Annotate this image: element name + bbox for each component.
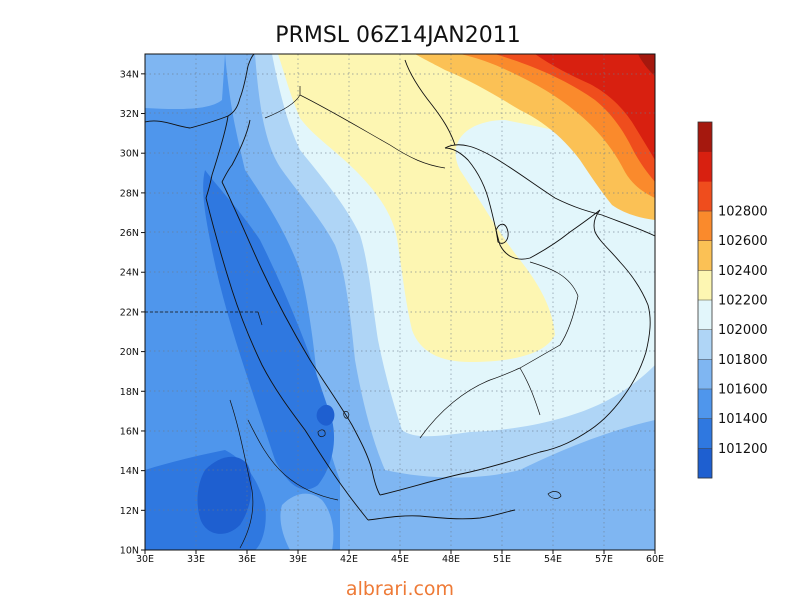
x-tick-label: 45E bbox=[391, 554, 409, 565]
y-tick-label: 30N bbox=[120, 149, 139, 160]
y-tick-label: 10N bbox=[120, 546, 139, 557]
colorbar-swatch bbox=[698, 211, 712, 241]
y-tick-label: 14N bbox=[120, 466, 139, 477]
colorbar-label: 102800 bbox=[718, 205, 768, 220]
colorbar-swatch bbox=[698, 418, 712, 449]
colorbar-label: 102000 bbox=[718, 323, 768, 338]
field-103200 bbox=[638, 54, 655, 76]
pressure-field bbox=[145, 54, 655, 550]
y-tick-label: 32N bbox=[120, 109, 139, 120]
colorbar-swatch bbox=[698, 122, 712, 152]
colorbar-label: 102400 bbox=[718, 264, 768, 279]
x-tick-label: 60E bbox=[646, 554, 664, 565]
y-tick-label: 34N bbox=[120, 69, 139, 80]
colorbar: 101200 101400 101600 101800 102000 102200 1024… bbox=[697, 121, 768, 479]
colorbar-swatch bbox=[698, 389, 712, 419]
field-101000-pocket bbox=[197, 456, 252, 534]
x-tick-label: 51E bbox=[493, 554, 511, 565]
field-101200 bbox=[203, 170, 335, 490]
field-101600-west bbox=[145, 54, 225, 110]
y-tick-label: 24N bbox=[120, 268, 139, 279]
colorbar-label: 101600 bbox=[718, 383, 768, 398]
colorbar-swatch bbox=[698, 270, 712, 301]
x-tick-label: 36E bbox=[238, 554, 256, 565]
map-title: PRMSL 06Z14JAN2011 bbox=[275, 23, 520, 48]
colorbar-label: 102200 bbox=[718, 294, 768, 309]
y-tick-label: 28N bbox=[120, 188, 139, 199]
colorbar-swatch bbox=[698, 151, 712, 182]
y-axis: 10N 12N 14N 16N 18N 20N 22N 24N 26N 28N 30N 32N 34N bbox=[120, 69, 145, 557]
x-tick-label: 39E bbox=[289, 554, 307, 565]
colorbar-label: 101200 bbox=[718, 442, 768, 457]
x-tick-label: 48E bbox=[442, 554, 460, 565]
x-tick-label: 33E bbox=[187, 554, 205, 565]
x-tick-label: 57E bbox=[595, 554, 613, 565]
y-tick-label: 16N bbox=[120, 426, 139, 437]
x-tick-label: 54E bbox=[544, 554, 562, 565]
field-103000 bbox=[535, 54, 655, 160]
colorbar-swatch bbox=[698, 359, 712, 390]
colorbar-swatch bbox=[698, 300, 712, 330]
field-101600-south bbox=[280, 493, 334, 550]
y-tick-label: 20N bbox=[120, 347, 139, 358]
y-tick-label: 12N bbox=[120, 506, 139, 517]
y-tick-label: 22N bbox=[120, 307, 139, 318]
x-axis: 30E 33E 36E 39E 42E 45E 48E 51E 54E 57E 60E bbox=[136, 550, 664, 565]
colorbar-swatch bbox=[698, 448, 712, 479]
borders bbox=[145, 86, 579, 549]
x-tick-label: 30E bbox=[136, 554, 154, 565]
islands bbox=[317, 411, 562, 499]
x-tick-label: 42E bbox=[340, 554, 358, 565]
colorbar-frame bbox=[697, 121, 713, 479]
colorbar-swatch bbox=[698, 240, 712, 271]
colorbar-label: 101400 bbox=[718, 412, 768, 427]
coastlines bbox=[145, 54, 655, 521]
grid-lines bbox=[145, 54, 655, 550]
y-tick-label: 18N bbox=[120, 387, 139, 398]
watermark: albrari.com bbox=[345, 578, 455, 600]
field-101000-small bbox=[316, 404, 335, 426]
colorbar-label: 101800 bbox=[718, 353, 768, 368]
colorbar-label: 102600 bbox=[718, 234, 768, 249]
y-tick-label: 26N bbox=[120, 228, 139, 239]
colorbar-swatch bbox=[698, 329, 712, 360]
colorbar-swatch bbox=[698, 181, 712, 212]
